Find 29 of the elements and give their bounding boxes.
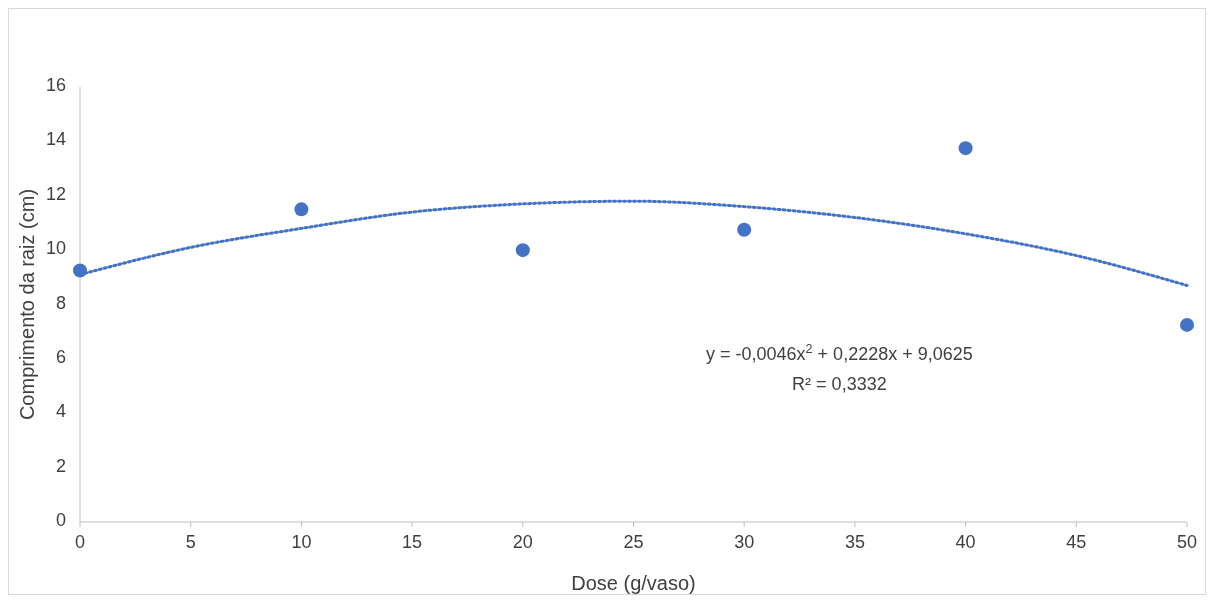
x-tick-label: 50 [1176,532,1198,552]
x-tick-label: 30 [734,532,755,552]
x-tick-label: 5 [185,532,196,552]
x-tick-label: 20 [512,532,533,552]
y-axis-title: Comprimento da raiz (cm) [16,188,38,421]
point [958,141,973,156]
point [294,202,309,217]
point [515,243,530,258]
point [1180,317,1194,332]
point [737,222,752,237]
x-axis-title: Dose (g/vaso) [571,572,696,594]
annotation: y = -0,0046x$^{2}$ + 0,2228x + 9,0625 [706,342,973,365]
y-tick-label: 14 [45,129,66,150]
y-tick-label: 4 [55,401,66,422]
x-tick-label: 0 [74,532,86,552]
x-tick-label: 25 [623,532,644,552]
x-tick-label: 40 [955,532,976,552]
y-tick-label: 16 [45,75,66,95]
x-tick-label: 35 [844,532,865,552]
x-tick-label: 45 [1066,532,1087,552]
annotation: R² = 0,3332 [792,374,887,395]
x-tick-label: 10 [291,532,312,552]
y-tick-label: 8 [55,292,66,313]
y-tick-label: 12 [45,183,66,204]
y-tick-label: 6 [55,346,66,367]
y-tick-label: 10 [45,238,66,259]
y-tick-label: 2 [55,455,66,476]
y-tick-label: 0 [55,510,66,530]
x-tick-label: 15 [402,532,423,552]
